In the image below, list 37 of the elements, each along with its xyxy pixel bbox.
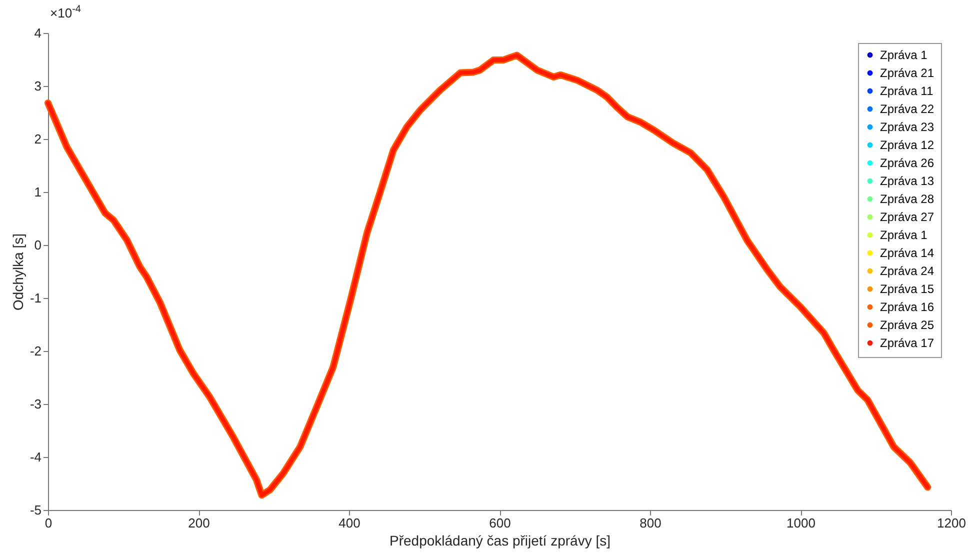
legend-label: Zpráva 16	[880, 300, 934, 314]
y-tick-label: -2	[30, 344, 42, 358]
legend-label: Zpráva 25	[880, 318, 934, 332]
y-tick-label: 3	[34, 78, 42, 94]
y-tick-label: 0	[34, 238, 42, 252]
x-tick-label: 600	[489, 516, 511, 530]
legend-label: Zpráva 12	[880, 138, 934, 152]
x-tick-label: 1200	[937, 516, 966, 530]
x-tick-label: 800	[640, 516, 662, 530]
legend-label: Zpráva 28	[880, 192, 934, 206]
legend-label: Zpráva 14	[880, 246, 934, 260]
y-tick-label: -3	[30, 396, 42, 412]
x-tick-label: 400	[338, 516, 360, 530]
x-tick-label: 1000	[786, 516, 816, 530]
legend-label: Zpráva 22	[880, 102, 934, 116]
legend-label: Zpráva 13	[880, 174, 934, 188]
legend-label: Zpráva 1	[880, 228, 928, 242]
y-tick-label: 1	[34, 184, 42, 200]
text: ×10$^{-4}$	[50, 4, 81, 20]
x-axis-title: Předpokládaný čas přijetí zprávy [s]	[390, 532, 610, 548]
legend-label: Zpráva 11	[880, 84, 934, 98]
y-tick-label: -1	[30, 290, 42, 306]
y-axis-title: Odchylka [s]	[10, 233, 26, 311]
x-tick-label: 200	[188, 516, 210, 530]
y-tick-label: -5	[30, 502, 42, 518]
legend-label: Zpráva 23	[880, 120, 934, 134]
legend-label: Zpráva 21	[880, 66, 934, 80]
y-tick-label: 4	[34, 26, 42, 40]
legend-label: Zpráva 17	[880, 336, 934, 350]
legend-label: Zpráva 15	[880, 282, 934, 296]
y-tick-label: -4	[30, 450, 42, 464]
legend-label: Zpráva 1	[880, 48, 928, 62]
legend-label: Zpráva 27	[880, 210, 934, 224]
legend-label: Zpráva 26	[880, 156, 934, 170]
y-tick-label: 2	[34, 132, 42, 146]
x-tick-label: 0	[44, 516, 52, 530]
legend-label: Zpráva 24	[880, 264, 934, 278]
